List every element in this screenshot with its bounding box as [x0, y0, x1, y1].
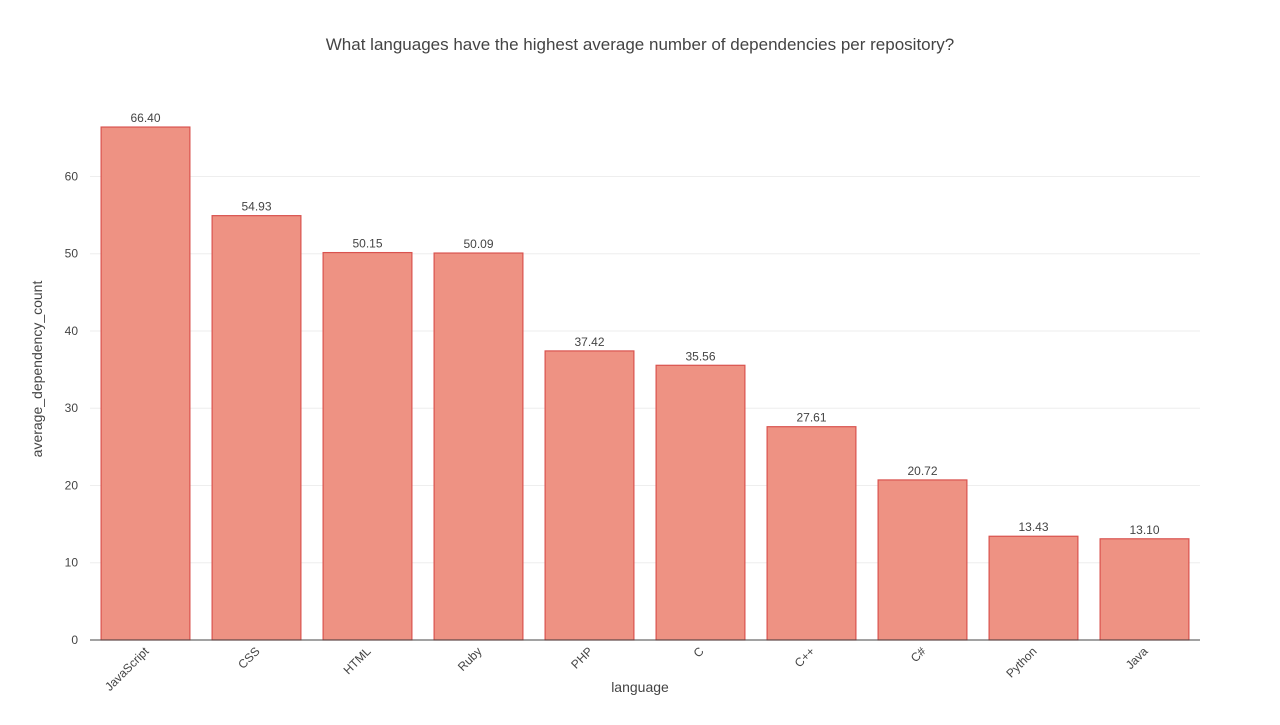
- x-axis-title: language: [611, 679, 669, 695]
- y-tick-label: 30: [65, 401, 79, 415]
- bar-value-label: 35.56: [685, 349, 715, 363]
- bar[interactable]: [988, 535, 1079, 641]
- y-tick-label: 40: [65, 324, 79, 338]
- x-tick-label: Python: [1003, 644, 1039, 680]
- x-tick-label: HTML: [341, 644, 374, 677]
- y-tick-label: 10: [65, 556, 79, 570]
- bar-value-label: 50.09: [463, 237, 493, 251]
- y-tick-label: 50: [65, 247, 79, 261]
- bar-value-label: 13.10: [1129, 523, 1159, 537]
- bar[interactable]: [544, 350, 635, 641]
- x-tick-label: C#: [908, 644, 929, 665]
- y-tick-label: 0: [71, 633, 78, 647]
- data-labels: 66.40 54.93 50.15 50.09 37.42 35.56 27.61 20.72…: [130, 111, 1159, 537]
- y-tick-label: 60: [65, 169, 79, 183]
- x-tick-label: JavaScript: [102, 644, 152, 694]
- bar[interactable]: [322, 251, 413, 641]
- bars: [100, 126, 1190, 641]
- bar-value-label: 20.72: [907, 464, 937, 478]
- bar-value-label: 27.61: [796, 411, 826, 425]
- bar-value-label: 54.93: [241, 200, 271, 214]
- x-tick-label: Java: [1123, 644, 1151, 672]
- bar[interactable]: [766, 426, 857, 641]
- bar[interactable]: [211, 215, 302, 641]
- x-tick-label: C: [691, 644, 707, 660]
- y-tick-label: 20: [65, 478, 79, 492]
- bar[interactable]: [655, 364, 746, 641]
- chart-title: What languages have the highest average …: [326, 35, 954, 54]
- x-tick-label: C++: [792, 644, 818, 670]
- bar-value-label: 13.43: [1018, 520, 1048, 534]
- bar[interactable]: [877, 479, 968, 641]
- bar[interactable]: [1099, 538, 1190, 641]
- bar[interactable]: [100, 126, 191, 641]
- x-tick-label: CSS: [235, 644, 262, 671]
- y-axis-title: average_dependency_count: [29, 281, 45, 458]
- bar-value-label: 66.40: [130, 111, 160, 125]
- bar[interactable]: [433, 252, 524, 641]
- bar-value-label: 37.42: [574, 335, 604, 349]
- x-tick-label: PHP: [568, 644, 595, 671]
- x-tick-label: Ruby: [455, 644, 485, 674]
- y-tick-labels: 0 10 20 30 40 50 60: [65, 169, 79, 647]
- bar-value-label: 50.15: [352, 237, 382, 251]
